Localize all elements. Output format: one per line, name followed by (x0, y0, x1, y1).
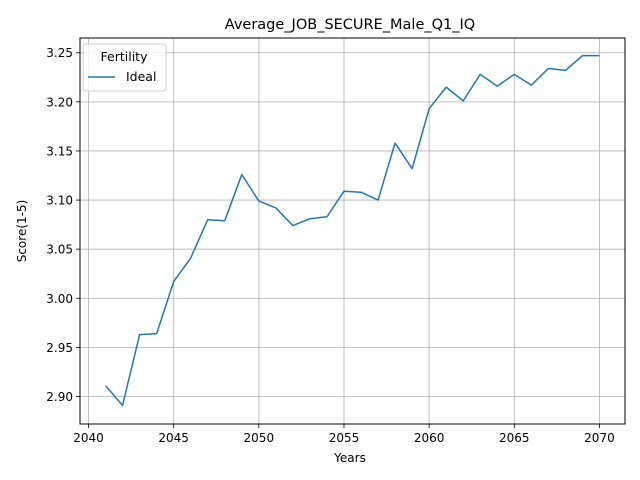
x-tick-label: 2070 (584, 431, 615, 445)
x-tick-label: 2045 (158, 431, 189, 445)
y-tick-label: 3.10 (46, 194, 73, 208)
chart-title: Average_JOB_SECURE_Male_Q1_IQ (225, 17, 475, 33)
y-tick-label: 2.90 (46, 390, 73, 404)
x-tick-label: 2040 (73, 431, 104, 445)
y-tick-label: 3.20 (46, 95, 73, 109)
y-tick-label: 3.00 (46, 292, 73, 306)
x-tick-label: 2065 (499, 431, 530, 445)
x-axis-label: Years (333, 451, 366, 465)
y-tick-label: 2.95 (46, 341, 73, 355)
x-tick-label: 2050 (244, 431, 275, 445)
y-axis-label: Score(1-5) (15, 200, 29, 263)
y-tick-label: 3.25 (46, 46, 73, 60)
y-tick-label: 3.05 (46, 243, 73, 257)
x-tick-label: 2055 (329, 431, 360, 445)
legend-label-ideal: Ideal (126, 69, 156, 84)
legend-title: Fertility (101, 49, 149, 64)
y-tick-label: 3.15 (46, 144, 73, 158)
x-tick-label: 2060 (414, 431, 445, 445)
legend: Fertility Ideal (83, 44, 166, 91)
